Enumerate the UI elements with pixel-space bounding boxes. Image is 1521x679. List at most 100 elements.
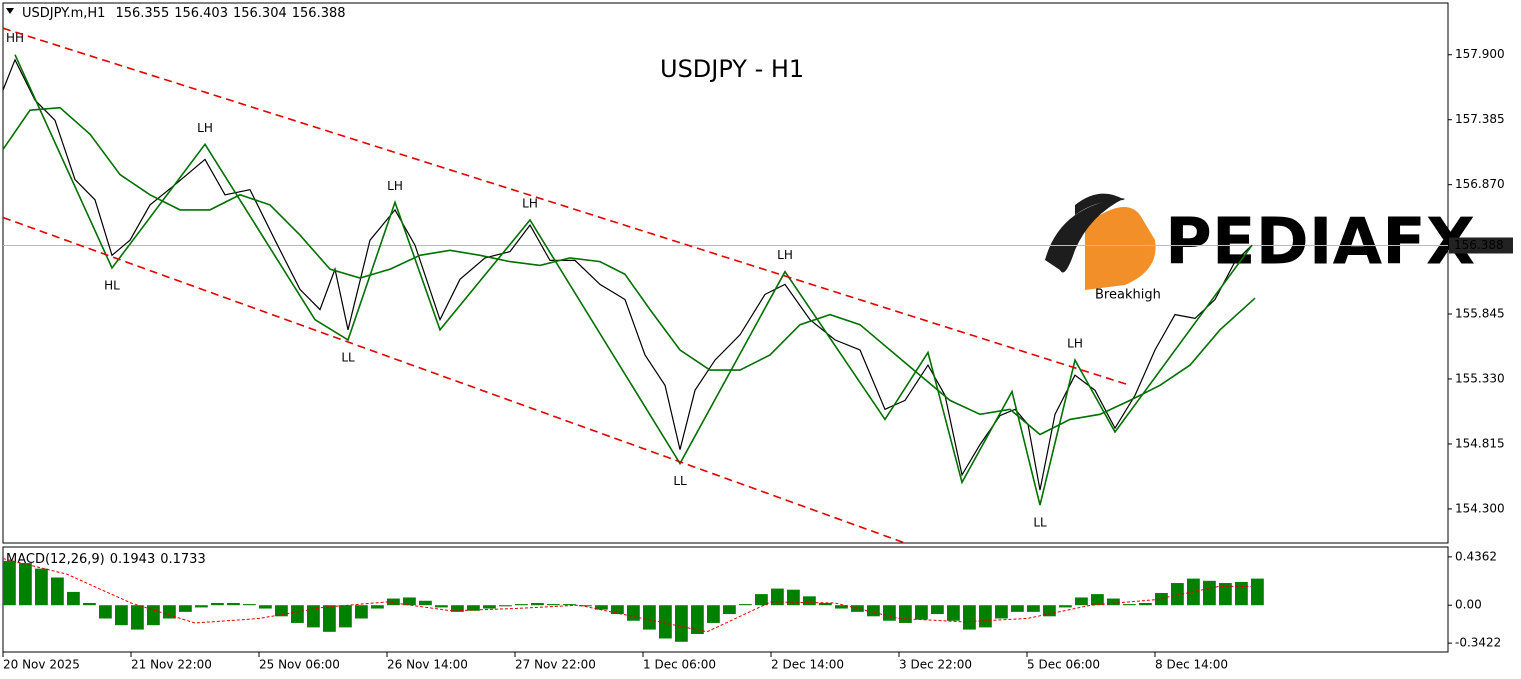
- macd-bar: [1043, 605, 1056, 617]
- macd-y-tick-label: -0.3422: [1455, 636, 1501, 650]
- y-tick-label: 154.815: [1455, 436, 1505, 450]
- macd-bar: [1171, 583, 1184, 606]
- series-line: [2, 106, 1256, 436]
- macd-bar: [291, 605, 304, 623]
- x-tick-label: 3 Dec 22:00: [899, 658, 972, 672]
- swing-label: LL: [1033, 516, 1047, 530]
- macd-bar: [1203, 580, 1216, 606]
- macd-bar: [739, 604, 752, 606]
- macd-bar: [1139, 602, 1152, 606]
- y-tick-label: 155.845: [1455, 307, 1505, 321]
- macd-bar: [803, 596, 816, 606]
- macd-bar: [979, 605, 992, 628]
- macd-bar: [899, 605, 912, 623]
- y-tick-label: 157.900: [1455, 47, 1505, 61]
- watermark: PEDIAFX: [1165, 206, 1475, 280]
- swing-label: HH: [6, 31, 24, 45]
- macd-bar: [499, 605, 512, 607]
- macd-bar: [755, 594, 768, 606]
- macd-y-tick-label: 0.4362: [1455, 549, 1497, 563]
- price-label: 156.388: [1454, 238, 1504, 252]
- macd-bar: [771, 588, 784, 606]
- ohlc-value: 156.403: [174, 6, 228, 21]
- macd-header: MACD(12,26,9) 0.1943 0.1733: [6, 552, 206, 567]
- macd-bar: [563, 604, 576, 606]
- logo-swoosh: [1045, 198, 1125, 273]
- macd-bar: [1123, 604, 1136, 606]
- macd-bar: [211, 602, 224, 606]
- macd-bar: [195, 605, 208, 608]
- macd-main: 0.1943: [110, 552, 156, 567]
- chart-title: USDJPY - H1: [660, 55, 804, 83]
- macd-y-tick-label: 0.00: [1455, 598, 1482, 612]
- macd-bar: [339, 605, 352, 628]
- macd-bar: [131, 605, 144, 630]
- macd-bar: [115, 605, 128, 626]
- macd-bar: [1107, 598, 1120, 606]
- ohlc-value: 156.355: [115, 6, 169, 21]
- macd-bar: [275, 605, 288, 617]
- macd-bar: [611, 605, 624, 615]
- macd-bar: [163, 605, 176, 619]
- macd-bar: [531, 602, 544, 606]
- x-tick-label: 5 Dec 06:00: [1027, 658, 1100, 672]
- main-frame: [2, 2, 1449, 544]
- swing-label: LH: [522, 197, 538, 211]
- macd-bar: [35, 568, 48, 606]
- macd-bar: [387, 598, 400, 606]
- macd-bar: [307, 605, 320, 628]
- macd-bar: [579, 605, 592, 607]
- ohlc-value: 156.304: [233, 6, 287, 21]
- swing-label: LL: [673, 474, 687, 488]
- macd-bar: [915, 605, 928, 620]
- series-line: [2, 58, 1253, 491]
- x-tick-label: 8 Dec 14:00: [1155, 658, 1228, 672]
- macd-bar: [1219, 583, 1232, 606]
- macd-bar: [1091, 594, 1104, 606]
- macd-bar: [627, 605, 640, 621]
- macd-bar: [819, 602, 832, 606]
- macd-bar: [243, 604, 256, 606]
- x-tick-label: 2 Dec 14:00: [771, 658, 844, 672]
- macd-bar: [83, 602, 96, 606]
- macd-bar: [931, 605, 944, 615]
- y-tick-label: 155.330: [1455, 371, 1505, 385]
- swing-label: LH: [777, 248, 793, 262]
- swing-label: HL: [104, 278, 120, 292]
- macd-bar: [419, 600, 432, 606]
- swing-label: LH: [197, 121, 213, 135]
- macd-bar: [3, 560, 16, 606]
- macd-bar: [67, 591, 80, 606]
- macd-bar: [947, 605, 960, 621]
- x-tick-label: 25 Nov 06:00: [259, 658, 340, 672]
- macd-bar: [1027, 605, 1040, 612]
- header: USDJPY.m,H1 156.355 156.403 156.304 156.388: [22, 6, 346, 21]
- macd-bar: [1155, 593, 1168, 606]
- macd-bar: [51, 577, 64, 606]
- macd-bar: [963, 605, 976, 630]
- series-line: [2, 216, 906, 544]
- x-tick-label: 1 Dec 06:00: [643, 658, 716, 672]
- macd-bar: [1235, 581, 1248, 606]
- macd-bar: [179, 605, 192, 612]
- annotation: Breakhigh: [1095, 288, 1161, 303]
- macd-bar: [547, 604, 560, 606]
- macd-bar: [99, 605, 112, 619]
- macd-bar: [483, 605, 496, 609]
- macd-bar: [323, 605, 336, 632]
- macd-bar: [883, 605, 896, 621]
- macd-bar: [835, 605, 848, 609]
- y-tick-label: 156.870: [1455, 177, 1505, 191]
- macd-bar: [147, 605, 160, 626]
- x-tick-label: 21 Nov 22:00: [131, 658, 212, 672]
- macd-bar: [723, 605, 736, 615]
- swing-label: LL: [341, 350, 355, 364]
- menu-arrow[interactable]: [6, 8, 14, 14]
- macd-bar: [19, 563, 32, 606]
- macd-bar: [1251, 578, 1264, 606]
- logo-cap: [1075, 193, 1125, 215]
- macd-bar: [691, 605, 704, 635]
- macd-bar: [675, 605, 688, 642]
- macd-bar: [371, 605, 384, 609]
